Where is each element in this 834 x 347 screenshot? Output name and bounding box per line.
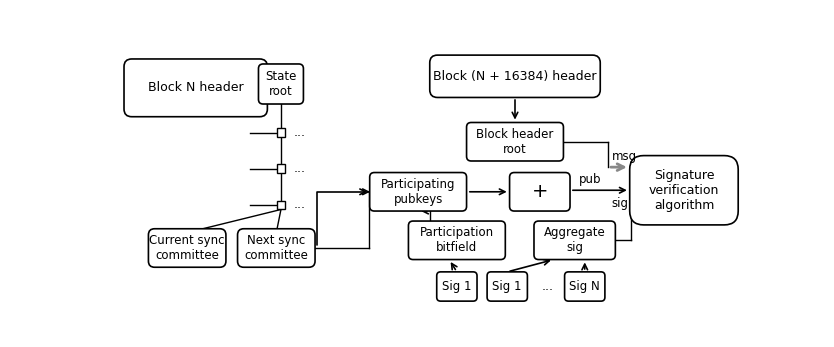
Text: Current sync
committee: Current sync committee <box>149 234 225 262</box>
Text: ...: ... <box>294 198 305 211</box>
FancyBboxPatch shape <box>369 172 466 211</box>
Text: Block N header: Block N header <box>148 81 244 94</box>
Bar <box>277 128 285 137</box>
FancyBboxPatch shape <box>630 155 738 225</box>
Text: Signature
verification
algorithm: Signature verification algorithm <box>649 169 719 212</box>
Text: ...: ... <box>294 126 305 139</box>
Text: msg: msg <box>612 150 637 163</box>
Text: +: + <box>531 182 548 201</box>
Text: pub: pub <box>579 174 601 186</box>
FancyBboxPatch shape <box>148 229 226 267</box>
Text: State
root: State root <box>265 70 297 98</box>
Text: Participating
pubkeys: Participating pubkeys <box>381 178 455 206</box>
FancyBboxPatch shape <box>259 64 304 104</box>
FancyBboxPatch shape <box>510 172 570 211</box>
Text: ...: ... <box>541 280 554 293</box>
FancyBboxPatch shape <box>487 272 527 301</box>
Text: Aggregate
sig: Aggregate sig <box>544 226 605 254</box>
Text: Block (N + 16384) header: Block (N + 16384) header <box>433 70 597 83</box>
Text: Sig 1: Sig 1 <box>493 280 522 293</box>
FancyBboxPatch shape <box>124 59 268 117</box>
Bar <box>277 164 285 173</box>
Text: ...: ... <box>294 162 305 175</box>
Text: Sig 1: Sig 1 <box>442 280 471 293</box>
FancyBboxPatch shape <box>409 221 505 260</box>
FancyBboxPatch shape <box>534 221 615 260</box>
FancyBboxPatch shape <box>430 55 600 98</box>
FancyBboxPatch shape <box>466 122 564 161</box>
Text: Next sync
committee: Next sync committee <box>244 234 309 262</box>
Text: sig: sig <box>612 196 629 210</box>
Text: Block header
root: Block header root <box>476 128 554 156</box>
FancyBboxPatch shape <box>238 229 315 267</box>
Bar <box>277 201 285 209</box>
FancyBboxPatch shape <box>437 272 477 301</box>
FancyBboxPatch shape <box>565 272 605 301</box>
Text: Sig N: Sig N <box>570 280 600 293</box>
Text: Participation
bitfield: Participation bitfield <box>420 226 494 254</box>
